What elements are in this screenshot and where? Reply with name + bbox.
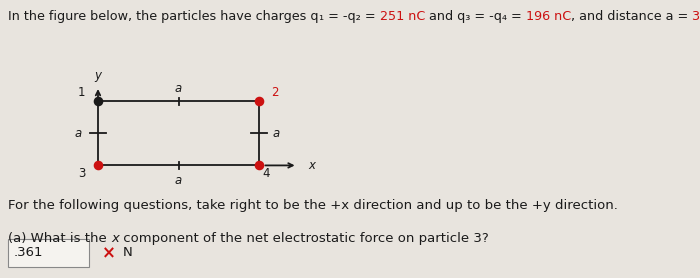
Text: 251 nC: 251 nC [379,10,425,23]
Text: y: y [94,69,101,82]
Text: For the following questions, take right to be the +x direction and up to be the : For the following questions, take right … [8,199,618,212]
Text: , and distance a =: , and distance a = [571,10,692,23]
Text: 3: 3 [78,167,85,180]
Text: 1: 1 [78,86,85,99]
Text: 3.5 cm: 3.5 cm [692,10,700,23]
Text: component of the net electrostatic force on particle 3?: component of the net electrostatic force… [119,232,489,245]
Text: In the figure below, the particles have charges q: In the figure below, the particles have … [8,10,319,23]
Text: x: x [111,232,119,245]
Point [92,163,104,168]
Point [253,99,265,104]
Text: N: N [122,247,132,259]
Text: a: a [175,81,182,95]
Text: 4: 4 [262,167,270,180]
Text: (a) What is the: (a) What is the [8,232,111,245]
Text: 196 nC: 196 nC [526,10,571,23]
Text: a: a [75,127,82,140]
Text: .361: .361 [14,247,43,259]
Text: ×: × [102,244,116,262]
Text: 2: 2 [272,86,279,99]
Point [253,163,265,168]
Text: ₁ = -q₂ =: ₁ = -q₂ = [319,10,379,23]
Text: and q₃ = -q₄ =: and q₃ = -q₄ = [425,10,526,23]
FancyBboxPatch shape [8,239,89,267]
Text: a: a [175,174,182,187]
Text: a: a [273,127,280,140]
Text: x: x [308,159,315,172]
Point [92,99,104,104]
